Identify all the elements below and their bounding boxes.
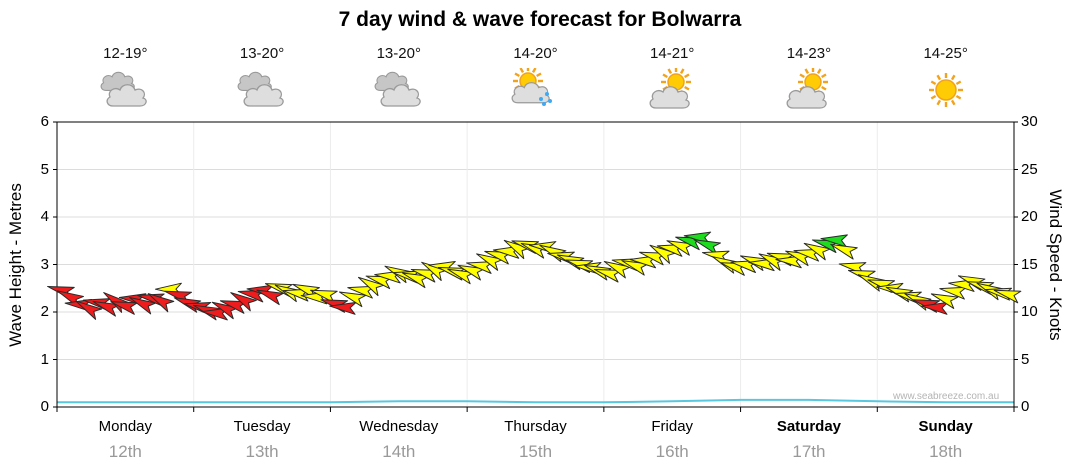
wind-arrow xyxy=(219,300,248,314)
temp-range-label: 14-23° xyxy=(786,45,832,62)
wind-arrow xyxy=(402,272,430,289)
wind-arrow xyxy=(820,234,848,248)
day-date-label: 16th xyxy=(655,442,689,461)
wind-arrow xyxy=(457,264,486,281)
wind-arrow xyxy=(147,293,175,313)
y-right-tick-label: 5 xyxy=(1021,350,1030,368)
y-right-tick-label: 10 xyxy=(1021,303,1038,320)
sun-showers-icon xyxy=(510,66,562,117)
day-date-label: 18th xyxy=(929,442,963,461)
day-name-label: Monday xyxy=(98,418,153,435)
wind-arrow xyxy=(930,293,959,309)
y-left-tick-label: 1 xyxy=(40,350,49,368)
day-name-label: Saturday xyxy=(776,418,842,435)
wind-arrow xyxy=(75,300,103,320)
wind-arrow xyxy=(110,301,138,315)
y-right-tick-label: 20 xyxy=(1021,208,1038,225)
day-name-label: Wednesday xyxy=(359,418,439,435)
y-left-tick-label: 6 xyxy=(40,113,49,130)
y-left-tick-label: 0 xyxy=(40,398,49,415)
sunny-icon xyxy=(920,68,972,117)
wind-arrow xyxy=(338,291,367,308)
wind-arrow xyxy=(775,255,803,269)
wind-arrow xyxy=(447,268,475,285)
y-right-tick-label: 25 xyxy=(1021,160,1038,178)
wind-arrow xyxy=(92,301,121,317)
day-name-label: Tuesday xyxy=(233,418,291,435)
wind-arrow xyxy=(993,289,1022,304)
y-right-tick-label: 15 xyxy=(1021,255,1038,273)
wind-arrow xyxy=(830,244,858,260)
cloudy-icon xyxy=(373,68,425,117)
wind-arrow xyxy=(639,251,667,266)
temp-range-label: 13-20° xyxy=(376,45,421,62)
wind-arrow xyxy=(921,301,949,315)
wind-arrow xyxy=(603,260,631,279)
wind-arrow xyxy=(357,276,385,297)
wind-arrow xyxy=(410,268,439,283)
wind-arrow xyxy=(230,292,257,312)
watermark: www.seabreeze.com.au xyxy=(893,391,1000,402)
wind-arrow xyxy=(476,253,504,271)
temp-range-label: 14-21° xyxy=(650,45,695,62)
page-title: 7 day wind & wave forecast for Bolwarra xyxy=(338,8,742,31)
y-right-tick-label: 30 xyxy=(1021,113,1038,130)
y-left-tick-label: 4 xyxy=(40,208,49,225)
wind-arrow xyxy=(201,307,229,321)
temp-range-label: 13-20° xyxy=(239,45,285,62)
wind-arrow xyxy=(693,239,722,255)
wind-arrow xyxy=(666,240,694,256)
temp-range-label: 14-20° xyxy=(513,45,558,62)
day-name-label: Sunday xyxy=(918,418,973,435)
day-name-label: Friday xyxy=(651,418,694,435)
wave-height-line xyxy=(57,398,1014,404)
temp-range-label: 12-19° xyxy=(103,45,148,62)
y-left-tick-label: 3 xyxy=(40,255,49,273)
y-right-tick-label: 0 xyxy=(1021,398,1030,415)
temp-range-label: 14-25° xyxy=(923,45,968,62)
cloudy-icon xyxy=(236,68,288,117)
wind-arrow xyxy=(803,242,831,261)
cloudy-icon xyxy=(99,68,151,117)
sun-cloud-icon xyxy=(646,67,698,117)
wind-arrow xyxy=(329,301,357,315)
y-left-tick-label: 5 xyxy=(40,160,49,178)
wind-arrow xyxy=(466,261,494,274)
wind-arrow xyxy=(129,296,157,315)
wind-arrow xyxy=(593,268,622,283)
wind-arrow xyxy=(347,285,375,299)
day-date-label: 12th xyxy=(108,442,142,461)
wind-arrow xyxy=(939,286,967,300)
y-left-tick-label: 2 xyxy=(40,303,49,320)
day-date-label: 15th xyxy=(518,442,553,461)
day-date-label: 13th xyxy=(245,442,279,461)
day-date-label: 14th xyxy=(382,442,416,461)
wind-arrow xyxy=(256,289,284,306)
day-date-label: 17th xyxy=(792,442,826,461)
sun-cloud-icon xyxy=(783,67,835,117)
day-name-label: Thursday xyxy=(504,418,567,435)
